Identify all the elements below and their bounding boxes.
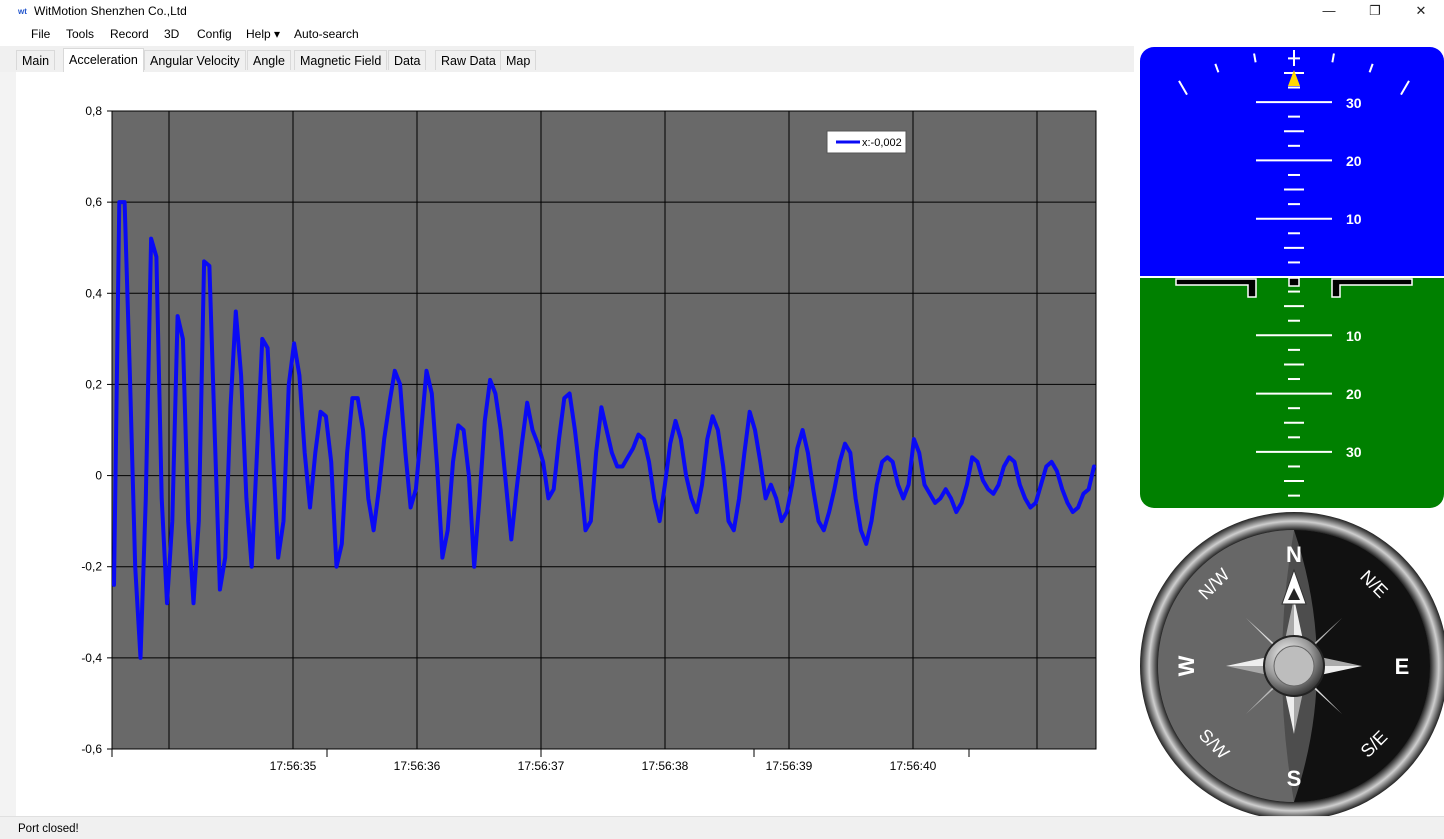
- close-button[interactable]: ✕: [1415, 3, 1427, 18]
- x-tick-label: 17:56:40: [890, 759, 937, 773]
- pitch-label-30-down: 30: [1346, 444, 1362, 460]
- app-logo-icon: wt: [18, 7, 27, 16]
- chart-grid: [111, 110, 1097, 750]
- menu-help[interactable]: Help ▾: [246, 27, 281, 41]
- roll-tick: [1214, 63, 1220, 73]
- aircraft-symbol-icon: [1175, 277, 1413, 298]
- y-tick-label: 0,6: [85, 195, 102, 209]
- instrument-panel: 30 20 10 10 20 30: [1134, 44, 1444, 820]
- x-tick-label: 17:56:35: [270, 759, 317, 773]
- roll-pointer-icon: [1288, 70, 1300, 86]
- pitch-label-30-up: 30: [1346, 95, 1362, 111]
- y-tick-label: 0,4: [85, 286, 102, 300]
- roll-tick: [1178, 80, 1188, 96]
- legend-box: [826, 130, 907, 154]
- attitude-indicator: 30 20 10 10 20 30: [1134, 47, 1444, 508]
- acceleration-chart: 0,80,60,40,20-0,2-0,4-0,6 17:56:35 17:56:…: [81, 104, 1097, 773]
- tab-angle[interactable]: Angle: [247, 50, 291, 70]
- x-tick-label: 17:56:37: [518, 759, 565, 773]
- y-axis: 0,8 0,6 0,4 0,2 0 -0,2 -0,4 -0,6: [81, 104, 112, 756]
- roll-tick: [1400, 80, 1410, 96]
- roll-tick: [1368, 63, 1374, 73]
- tab-angular-velocity[interactable]: Angular Velocity: [144, 50, 246, 70]
- roll-scale: [1134, 50, 1410, 123]
- x-axis: 17:56:35 17:56:36 17:56:37 17:56:38 17:56:39…: [111, 749, 970, 773]
- y-tick-label: 0,8: [85, 104, 102, 118]
- x-tick-label: 17:56:38: [642, 759, 689, 773]
- y-tick-label: -0,2: [81, 560, 102, 574]
- pitch-label-20-up: 20: [1346, 153, 1362, 169]
- left-strip: [0, 72, 16, 816]
- title-bar: wt WitMotion Shenzhen Co.,Ltd — ❐ ✕: [0, 0, 1444, 22]
- menu-bar: File Tools Record 3D Config Help ▾ Auto-…: [0, 22, 1444, 46]
- series-line-x: [112, 200, 1096, 660]
- menu-config[interactable]: Config: [197, 27, 232, 41]
- minimize-button[interactable]: —: [1322, 3, 1336, 18]
- tab-main[interactable]: Main: [16, 50, 56, 70]
- y-tick-label: 0,2: [85, 377, 102, 391]
- x-tick-label: 17:56:36: [394, 759, 441, 773]
- ground: [1140, 277, 1444, 508]
- compass: N S E W N/E N/W S/E S/W: [1140, 512, 1444, 820]
- plot-border: [111, 110, 1097, 750]
- restore-button[interactable]: ❐: [1369, 3, 1381, 18]
- y-tick-label: -0,4: [81, 651, 102, 665]
- status-bar: Port closed!: [0, 816, 1444, 839]
- pitch-label-10-down: 10: [1346, 328, 1362, 344]
- roll-tick: [1134, 117, 1138, 123]
- status-text: Port closed!: [18, 823, 79, 835]
- menu-record[interactable]: Record: [110, 27, 149, 41]
- tab-map[interactable]: Map: [500, 50, 537, 70]
- menu-3d[interactable]: 3D: [164, 27, 180, 41]
- window-title: WitMotion Shenzhen Co.,Ltd: [34, 4, 187, 18]
- tab-data[interactable]: Data: [388, 50, 427, 70]
- tab-acceleration[interactable]: Acceleration: [63, 48, 144, 72]
- tab-raw-data[interactable]: Raw Data: [435, 50, 502, 70]
- compass-label-e: E: [1395, 654, 1410, 679]
- plot-area: [112, 111, 1096, 749]
- compass-label-n: N: [1286, 542, 1302, 567]
- pitch-label-10-up: 10: [1346, 211, 1362, 227]
- pitch-ladder: [1256, 57, 1332, 497]
- roll-tick: [1253, 53, 1257, 63]
- menu-auto-search[interactable]: Auto-search: [294, 27, 359, 41]
- compass-label-s: S: [1287, 766, 1302, 791]
- y-tick-label: -0,6: [81, 742, 102, 756]
- tab-magnetic-field[interactable]: Magnetic Field: [294, 50, 388, 70]
- compass-label-w: W: [1174, 655, 1199, 676]
- menu-file[interactable]: File: [31, 27, 51, 41]
- menu-tools[interactable]: Tools: [66, 27, 95, 41]
- x-tick-label: 17:56:39: [766, 759, 813, 773]
- instrument-svg: 30 20 10 10 20 30: [1134, 47, 1444, 820]
- legend-label: x:-0,002: [862, 137, 902, 149]
- legend: x:-0,002: [826, 130, 907, 154]
- y-tick-label: 0: [95, 469, 102, 483]
- pitch-label-20-down: 20: [1346, 386, 1362, 402]
- roll-tick: [1331, 53, 1335, 63]
